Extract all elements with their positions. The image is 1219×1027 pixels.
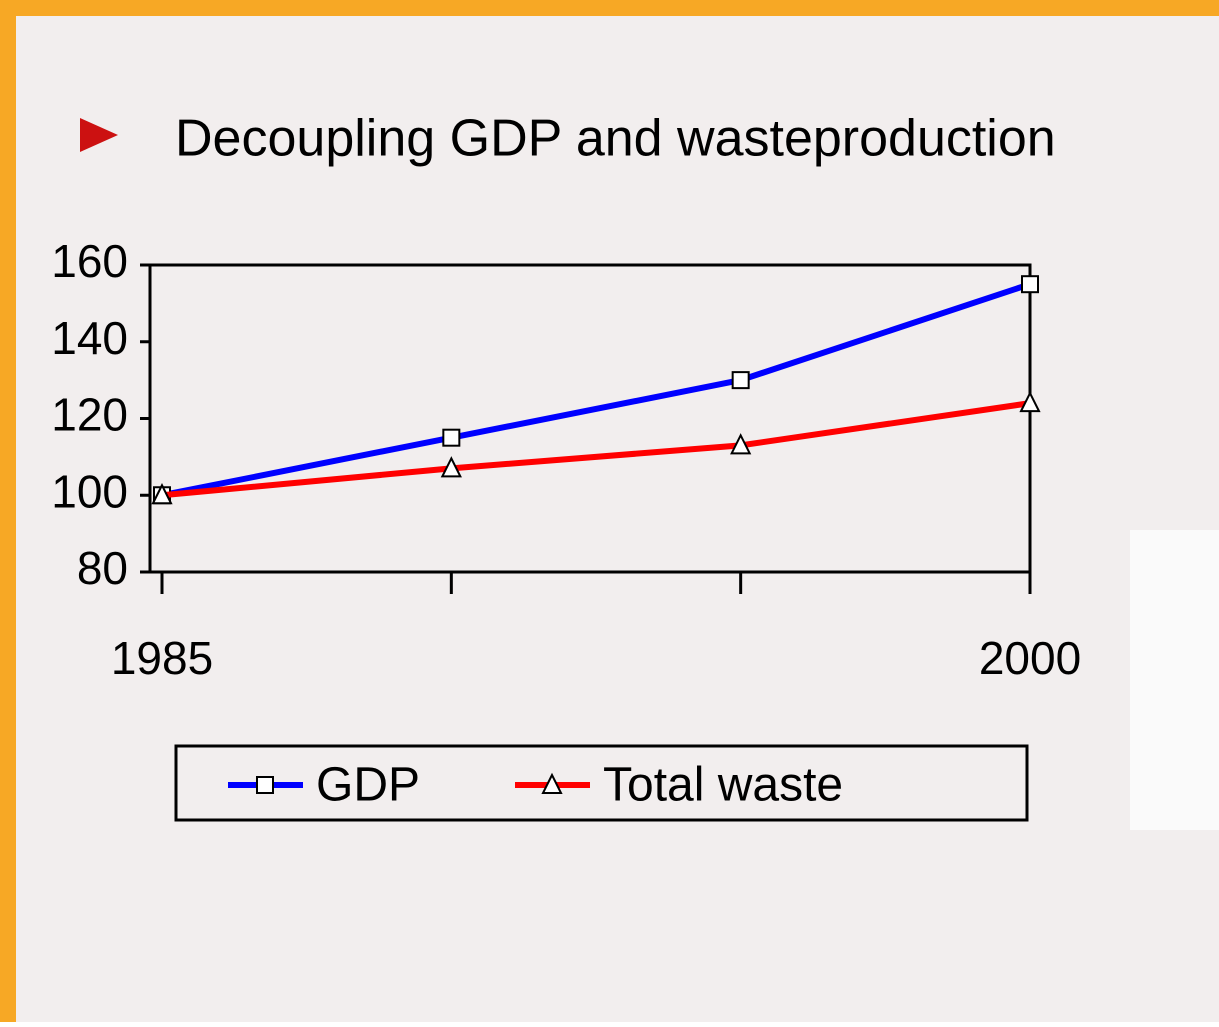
point-marker <box>443 430 459 446</box>
legend-label: GDP <box>316 759 420 812</box>
legend-marker <box>257 777 273 793</box>
point-marker <box>733 372 749 388</box>
slide: Decoupling GDP and wasteproduction 80 100… <box>0 0 1219 1022</box>
x-tick-label: 1985 <box>111 632 213 684</box>
y-tick-label: 80 <box>77 542 128 594</box>
legend-label: Total waste <box>603 759 843 812</box>
point-marker <box>1022 276 1038 292</box>
side-panel <box>1130 530 1219 830</box>
y-tick-label: 140 <box>51 312 128 364</box>
page: {"chart_data": {"type": "line", "title":… <box>0 0 1219 1022</box>
chart-title: Decoupling GDP and wasteproduction <box>175 110 1056 168</box>
y-tick-label: 100 <box>51 465 128 517</box>
top-border <box>0 0 1219 16</box>
left-border <box>0 0 16 1022</box>
y-tick-label: 120 <box>51 389 128 441</box>
y-tick-label: 160 <box>51 235 128 287</box>
x-tick-label: 2000 <box>979 632 1081 684</box>
